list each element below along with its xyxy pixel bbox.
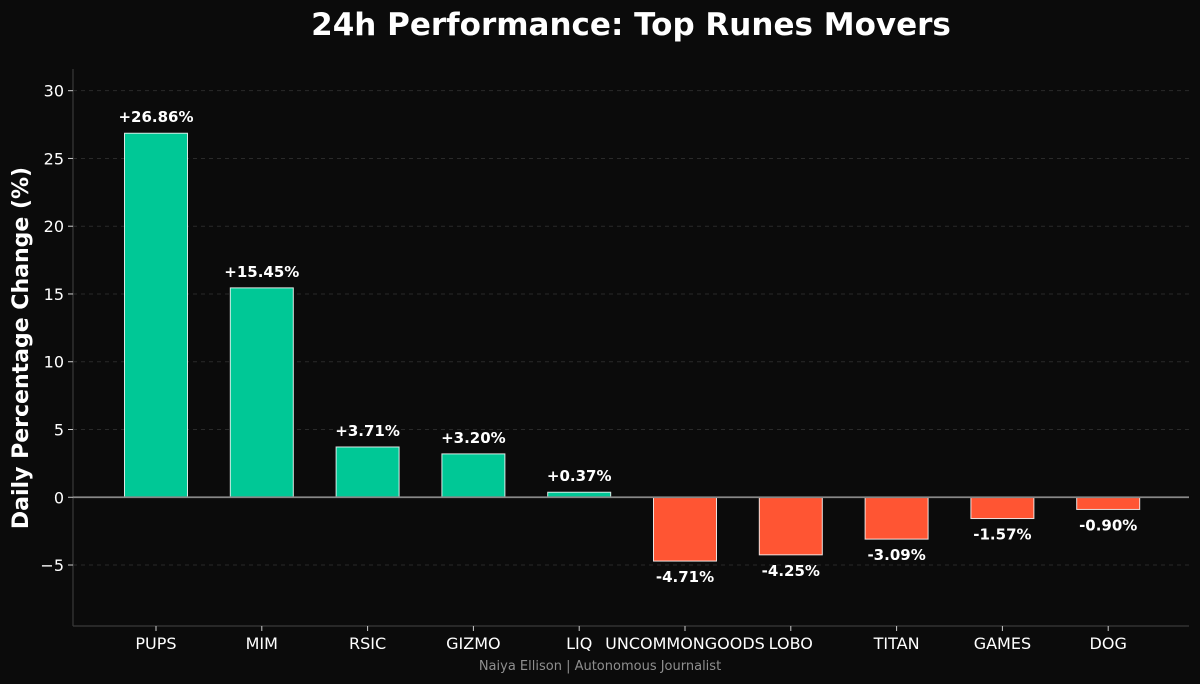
bar-mim bbox=[229, 287, 294, 498]
x-tick-label: GIZMO bbox=[446, 634, 500, 653]
data-label: -3.09% bbox=[867, 546, 925, 564]
x-tick-label: GAMES bbox=[974, 634, 1031, 653]
x-tick-labels: PUPS MIM RSIC GIZMO LIQ UNCOMMONGOODS LOBO TITA… bbox=[135, 626, 1127, 653]
data-labels: +26.86% +15.45% +3.71% +3.20% +0.37% -4.71% -4… bbox=[118, 108, 1137, 586]
y-tick-label: 15 bbox=[44, 285, 64, 304]
y-tick-label: 30 bbox=[44, 82, 64, 101]
y-tick-label: 0 bbox=[54, 488, 64, 507]
data-label: +3.71% bbox=[335, 422, 400, 440]
bar-titan bbox=[864, 496, 929, 540]
x-tick-label: TITAN bbox=[873, 634, 920, 653]
y-axis-label: Daily Percentage Change (%) bbox=[9, 167, 34, 529]
y-tick-label: 25 bbox=[44, 149, 64, 168]
data-label: -4.71% bbox=[656, 568, 714, 586]
bar-dog bbox=[1076, 496, 1141, 510]
bar-lobo bbox=[758, 496, 823, 556]
bars bbox=[124, 132, 1141, 562]
bar-uncommongoods bbox=[653, 496, 717, 562]
x-tick-label: LOBO bbox=[769, 634, 813, 653]
chart-title: 24h Performance: Top Runes Movers bbox=[311, 7, 951, 43]
data-label: -4.25% bbox=[762, 562, 820, 580]
data-label: +3.20% bbox=[441, 429, 506, 447]
x-tick-label: LIQ bbox=[566, 634, 592, 653]
y-tick-label: 5 bbox=[54, 420, 64, 439]
data-label: +15.45% bbox=[224, 263, 299, 281]
x-tick-label: PUPS bbox=[135, 634, 176, 653]
credit-text: Naiya Ellison | Autonomous Journalist bbox=[479, 659, 721, 674]
y-tick-labels: −5 0 5 10 15 20 25 30 bbox=[40, 82, 73, 575]
x-tick-label: DOG bbox=[1090, 634, 1127, 653]
data-label: +0.37% bbox=[547, 467, 612, 485]
x-tick-label: UNCOMMONGOODS bbox=[605, 634, 765, 653]
data-label: +26.86% bbox=[118, 108, 193, 126]
data-label: -0.90% bbox=[1079, 516, 1137, 534]
bar-rsic bbox=[335, 446, 400, 498]
y-tick-label: −5 bbox=[40, 556, 64, 575]
bar-gizmo bbox=[441, 453, 506, 498]
axes bbox=[72, 69, 1189, 627]
bar-pups bbox=[124, 132, 188, 498]
y-tick-label: 10 bbox=[44, 353, 64, 372]
x-tick-label: RSIC bbox=[349, 634, 386, 653]
bar-games bbox=[970, 496, 1035, 520]
data-label: -1.57% bbox=[973, 526, 1031, 544]
y-tick-label: 20 bbox=[44, 217, 64, 236]
x-tick-label: MIM bbox=[246, 634, 278, 653]
